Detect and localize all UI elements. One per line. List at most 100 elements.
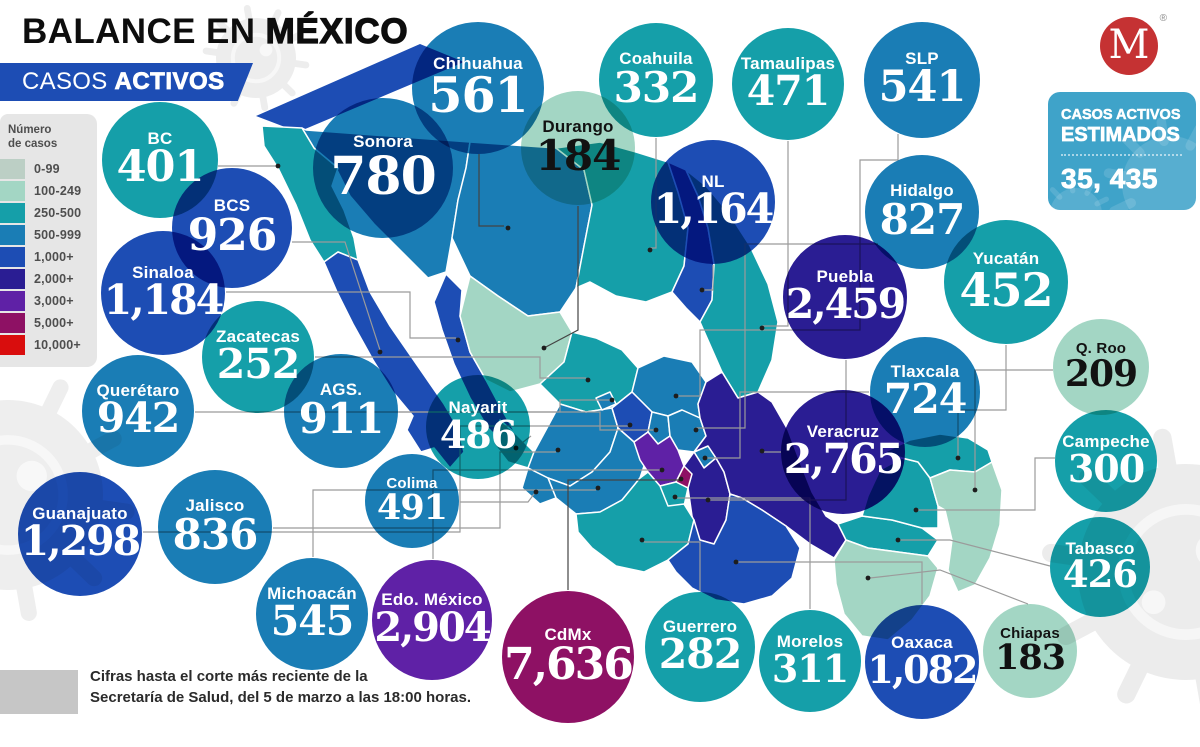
connector-dot <box>533 489 539 495</box>
connector-dot <box>541 345 547 351</box>
legend-label: 3,000+ <box>34 293 74 308</box>
legend-swatch <box>0 334 25 355</box>
state-shape-guerrero <box>575 471 695 573</box>
state-shape-quintana-roo <box>929 461 1003 593</box>
legend-item-1-000+: 1,000+ <box>0 246 97 267</box>
bubble-connector-line <box>644 541 701 591</box>
source-note-line1: Cifras hasta el corte más reciente de la <box>90 668 368 685</box>
legend-label: 100-249 <box>34 183 82 198</box>
connector-dot <box>955 455 961 461</box>
legend-label: 1,000+ <box>34 249 74 264</box>
legend-swatch <box>0 224 25 245</box>
connector-dot <box>647 247 653 253</box>
bubble-connector-line <box>143 425 628 533</box>
legend-swatch <box>0 158 25 179</box>
connector-dot <box>639 537 645 543</box>
estimated-label-line1: CASOS ACTIVOS <box>1061 107 1181 124</box>
connector-dot <box>865 575 871 581</box>
connector-dot <box>609 397 615 403</box>
milenio-logo: M ® <box>1100 13 1167 75</box>
estimated-cases-box: CASOS ACTIVOS ESTIMADOS 35, 435 <box>1048 92 1196 210</box>
legend-label: 10,000+ <box>34 337 81 352</box>
bubble-connector-line <box>312 489 596 557</box>
legend-title: Número de casos <box>8 123 97 152</box>
state-bubble-michoac-n <box>256 558 368 670</box>
legend-item-10-000+: 10,000+ <box>0 334 97 355</box>
connector-dot <box>693 427 699 433</box>
connector-dot <box>705 497 711 503</box>
connector-dot <box>702 455 708 461</box>
bubble-connector-line <box>543 206 579 349</box>
bubble-connector-line <box>702 265 714 291</box>
bubble-connector-line <box>226 291 456 339</box>
page-title: BALANCE EN MÉXICO <box>22 11 409 52</box>
connector-dot <box>699 287 705 293</box>
legend-item-250-500: 250-500 <box>0 202 97 223</box>
legend-label: 5,000+ <box>34 315 74 330</box>
legend-label: 250-500 <box>34 205 82 220</box>
bubble-connector-line <box>869 569 1029 605</box>
connector-dot <box>377 349 383 355</box>
legend-title-line2: de casos <box>8 138 58 151</box>
legend-swatch <box>0 180 25 201</box>
estimated-value: 35, 435 <box>1061 163 1158 195</box>
connector-dot <box>653 427 659 433</box>
legend-item-5-000+: 5,000+ <box>0 312 97 333</box>
state-bubble-ags <box>284 354 398 468</box>
logo-m-letter: M <box>1108 21 1150 68</box>
state-bubble-veracruz <box>781 390 905 514</box>
page-title-prefix: BALANCE EN <box>22 12 266 51</box>
bubble-connector-line <box>478 154 504 227</box>
legend-swatch <box>0 290 25 311</box>
legend-swatch <box>0 312 25 333</box>
connector-dot <box>595 485 601 491</box>
connector-dot <box>585 377 591 383</box>
dotted-divider <box>1061 154 1182 156</box>
state-bubble-coahuila <box>599 23 713 137</box>
state-bubble-oaxaca <box>865 605 979 719</box>
page-title-bold: MÉXICO <box>265 11 409 51</box>
bubble-connector-line <box>460 493 535 503</box>
connector-dot <box>505 225 511 231</box>
connector-dot <box>678 476 684 482</box>
banner-prefix: CASOS <box>22 68 115 95</box>
state-bubble-campeche <box>1055 410 1157 512</box>
connector-dot <box>913 507 919 513</box>
state-bubble-quer-taro <box>82 355 194 467</box>
legend-item-100-249: 100-249 <box>0 180 97 201</box>
map-border-band <box>256 44 464 132</box>
state-bubble-nl <box>651 140 775 264</box>
bubble-connector-line <box>762 141 789 327</box>
state-bubble-chiapas <box>983 604 1077 698</box>
state-bubble-guerrero <box>645 592 755 702</box>
connector-dot <box>659 467 665 473</box>
legend-item-0-99: 0-99 <box>0 158 97 179</box>
state-bubble-morelos <box>759 610 861 712</box>
connector-dot <box>455 337 461 343</box>
registered-mark-icon: ® <box>1159 13 1167 24</box>
state-bubble-nayarit <box>426 375 530 479</box>
subtitle-banner: CASOS ACTIVOS <box>0 63 253 101</box>
legend-item-3-000+: 3,000+ <box>0 290 97 311</box>
state-bubble-puebla <box>783 235 907 359</box>
connector-dot <box>275 163 281 169</box>
legend-swatch <box>0 268 25 289</box>
legend: Número de casos 0-99 100-249 250-500 500-999… <box>0 114 97 367</box>
bubble-connector-line <box>707 391 869 459</box>
source-note-line2: Secretaría de Salud, del 5 de marzo a la… <box>90 689 472 706</box>
state-bubble-jalisco <box>158 470 272 584</box>
connector-dot <box>673 393 679 399</box>
state-bubble-cdmx <box>502 591 634 723</box>
connector-dot <box>555 447 561 453</box>
bubble-connector-line <box>292 241 381 351</box>
legend-items: 0-99 100-249 250-500 500-999 1,000+ 2,000+ 3,0… <box>0 158 97 355</box>
state-bubble-colima <box>365 454 459 548</box>
legend-item-500-999: 500-999 <box>0 224 97 245</box>
connector-dot <box>759 448 765 454</box>
state-bubble-tabasco <box>1050 517 1150 617</box>
estimated-label-line2: ESTIMADOS <box>1061 124 1181 147</box>
legend-title-line1: Número <box>8 124 52 136</box>
source-note: Cifras hasta el corte más reciente de la… <box>90 666 471 708</box>
legend-label: 500-999 <box>34 227 82 242</box>
